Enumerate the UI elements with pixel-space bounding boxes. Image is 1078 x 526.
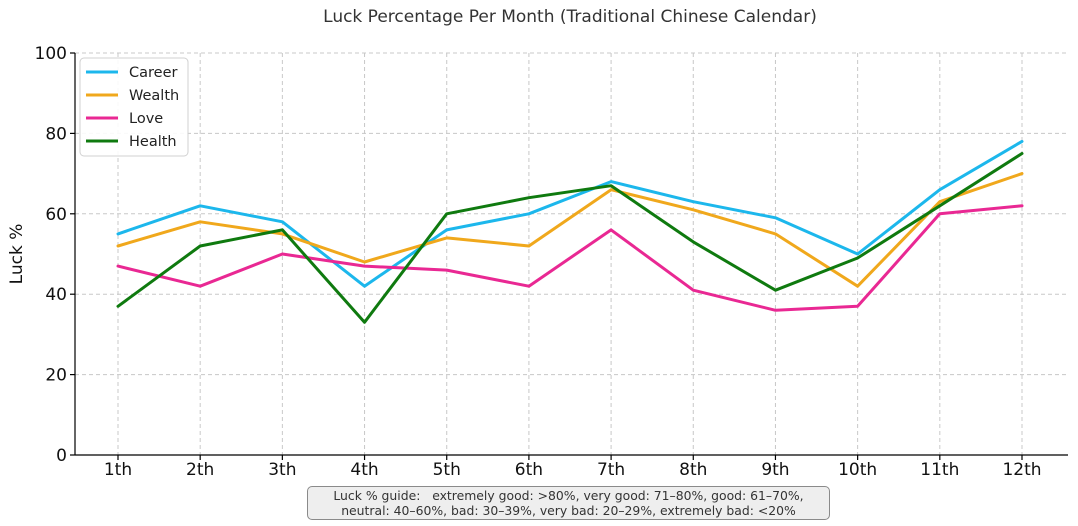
x-tick-label: 8th [679, 460, 707, 480]
legend-label-love: Love [129, 111, 163, 127]
luck-guide-line-2: neutral: 40–60%, bad: 30–39%, very bad: … [341, 503, 796, 518]
grid-lines [75, 52, 1068, 455]
x-tick-label: 2th [186, 460, 214, 480]
y-tick-label: 60 [45, 205, 67, 225]
x-tick-label: 9th [761, 460, 789, 480]
x-tick-label: 7th [597, 460, 625, 480]
legend-label-career: Career [129, 65, 177, 81]
x-tick-label: 10th [838, 460, 877, 480]
x-tick-label: 5th [433, 460, 461, 480]
chart-title: Luck Percentage Per Month (Traditional C… [323, 7, 817, 27]
y-tick-label: 100 [35, 44, 67, 64]
series-line-health [116, 152, 1024, 324]
legend: Career Wealth Love Health [79, 57, 189, 157]
luck-guide-line-1: Luck % guide: extremely good: >80%, very… [333, 488, 804, 503]
x-tick-label: 4th [350, 460, 378, 480]
y-tick-label: 0 [56, 446, 67, 466]
series-lines [116, 139, 1024, 324]
x-tick-label: 1th [104, 460, 132, 480]
series-line-career [116, 139, 1024, 288]
luck-guide-box: Luck % guide: extremely good: >80%, very… [307, 486, 830, 520]
y-tick-label: 20 [45, 366, 67, 386]
axes [70, 52, 1068, 460]
x-tick-label: 6th [515, 460, 543, 480]
series-line-love [116, 204, 1024, 312]
y-tick-label: 40 [45, 285, 67, 305]
legend-box [79, 57, 189, 157]
y-axis-label: Luck % [7, 224, 27, 285]
x-tick-label: 3th [268, 460, 296, 480]
x-tick-label: 12th [1002, 460, 1041, 480]
x-tick-label: 11th [920, 460, 959, 480]
legend-label-health: Health [129, 134, 177, 150]
tick-labels: 0 20 40 60 80 100 1th 2th 3th 4th 5th 6th 7th 8th 9th 1… [35, 44, 1042, 480]
y-tick-label: 80 [45, 124, 67, 144]
legend-label-wealth: Wealth [129, 88, 179, 104]
